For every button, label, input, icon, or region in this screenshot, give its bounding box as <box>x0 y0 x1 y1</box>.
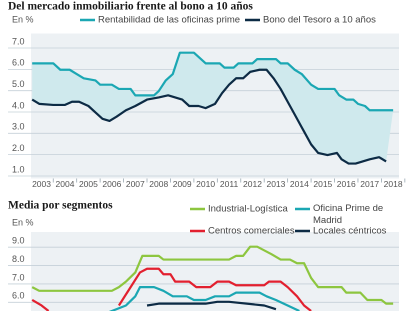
x-tick-label: 2013 <box>266 179 285 189</box>
x-tick-label: 2014 <box>290 179 309 189</box>
x-tick-label: 2008 <box>149 179 168 189</box>
x-tick-label: 2012 <box>243 179 262 189</box>
y-tick-label: 2.0 <box>12 143 25 153</box>
x-tick-label: 2015 <box>313 179 332 189</box>
legend-label: Bono del Tesoro a 10 años <box>263 15 376 26</box>
series-line <box>146 300 277 311</box>
plot-lines <box>31 245 394 311</box>
x-tick-label: 2016 <box>337 179 356 189</box>
x-tick-label: 2017 <box>360 179 379 189</box>
x-tick-label: 2004 <box>56 179 75 189</box>
series-line <box>31 267 312 311</box>
y-axis-label: En % <box>12 14 34 24</box>
series-line <box>108 286 300 311</box>
y-tick-label: 5.0 <box>12 79 25 89</box>
y-tick-label: 4.0 <box>12 100 25 110</box>
y-axis-label: En % <box>12 217 34 227</box>
legend-label: Rentabilidad de las oficinas prime <box>98 15 240 26</box>
x-tick-label: 2007 <box>126 179 145 189</box>
y-tick-label: 6.0 <box>12 58 25 68</box>
y-tick-label: 1.0 <box>12 164 25 174</box>
series-line <box>31 68 387 165</box>
legend-label: Centros comerciales <box>208 226 295 237</box>
x-tick-label: 2011 <box>220 179 239 189</box>
legend-label: Oficina Prime de Madrid <box>313 203 384 226</box>
legend-label: Locales céntricos <box>313 226 387 237</box>
spread-area <box>32 52 394 164</box>
chart-title: Media por segmentos <box>8 200 113 212</box>
y-tick-label: 8.0 <box>12 254 25 264</box>
plot-background <box>31 232 399 311</box>
y-tick-label: 3.0 <box>12 122 25 132</box>
plot-lines <box>31 51 394 165</box>
y-tick-label: 6.0 <box>12 291 25 301</box>
y-tick-label: 9.0 <box>12 236 25 246</box>
x-tick-label: 2003 <box>32 179 51 189</box>
y-tick-label: 7.0 <box>12 272 25 282</box>
x-tick-label: 2005 <box>79 179 98 189</box>
x-tick-label: 2006 <box>102 179 121 189</box>
chart-title: Del mercado inmobiliario frente al bono … <box>8 1 253 13</box>
legend-label: Oficina Prime de Madrid <box>313 203 384 226</box>
x-tick-label: 2018 <box>384 179 403 189</box>
x-tick-label: 2010 <box>196 179 215 189</box>
y-tick-label: 7.0 <box>12 36 25 46</box>
series-line <box>31 245 394 305</box>
legend-label: Industrial-Logística <box>208 204 288 215</box>
series-line <box>32 51 394 112</box>
x-tick-label: 2009 <box>173 179 192 189</box>
